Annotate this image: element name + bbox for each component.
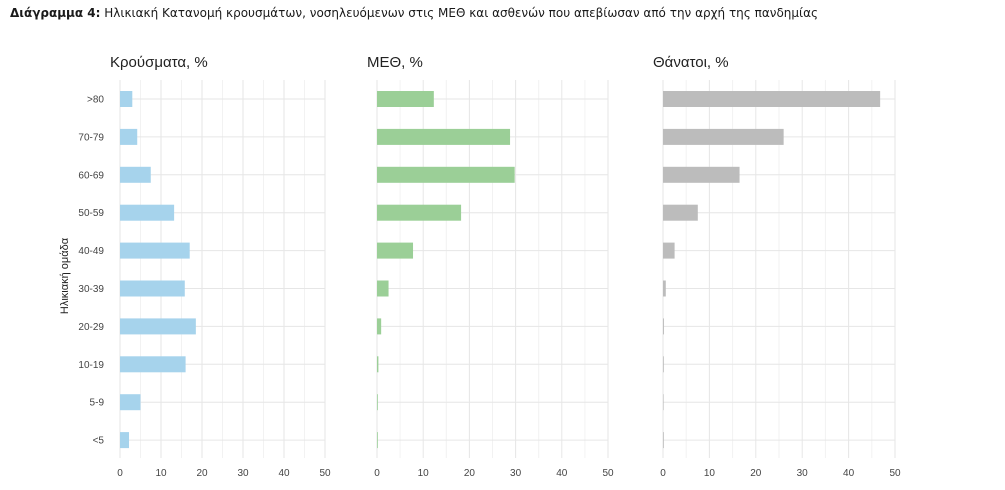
x-tick-label: 20: [196, 468, 208, 479]
x-tick-label: 30: [510, 468, 522, 479]
x-tick-label: 20: [750, 468, 762, 479]
y-tick-label: 60-69: [78, 170, 104, 181]
chart-caption: Διάγραμμα 4: Ηλικιακή Κατανομή κρουσμάτω…: [10, 6, 818, 20]
x-tick-label: 10: [155, 468, 167, 479]
bar-50-59: [663, 204, 698, 221]
bar-40-49: [663, 242, 675, 259]
panel-title: ΜΕΘ, %: [367, 54, 423, 71]
x-tick-label: 0: [117, 468, 123, 479]
x-tick-label: 30: [797, 468, 809, 479]
y-tick-label: 50-59: [78, 208, 104, 219]
bar-70-79: [377, 128, 511, 145]
bar-20-29: [377, 318, 382, 335]
bar-<5: [377, 432, 378, 449]
bar->80: [377, 91, 434, 107]
bar-40-49: [377, 242, 414, 259]
bar-50-59: [377, 204, 462, 221]
panel-title: Θάνατοι, %: [653, 54, 729, 71]
bar-70-79: [663, 128, 784, 145]
bar-60-69: [120, 166, 151, 183]
y-tick-label: >80: [87, 95, 104, 106]
bar-30-39: [120, 280, 185, 297]
x-tick-label: 50: [602, 468, 614, 479]
y-tick-label: <5: [93, 436, 105, 447]
x-tick-label: 30: [237, 468, 249, 479]
y-axis-title: Ηλικιακή ομάδα: [59, 237, 71, 314]
bar-5-9: [377, 394, 378, 411]
bar->80: [663, 91, 881, 107]
panel-3: 0 10 20 30 40 50 Θάνατοι, %: [653, 54, 901, 479]
bar-20-29: [120, 318, 196, 335]
x-tick-label: 50: [319, 468, 331, 479]
x-tick-label: 50: [889, 468, 901, 479]
panels-group: 0 10 20 30 40 50 Κρούσματα, % 0 10 20 30 40 50 ΜΕΘ, %…: [78, 54, 901, 479]
y-tick-label: 5-9: [90, 398, 105, 409]
x-tick-label: 10: [704, 468, 716, 479]
x-tick-label: 20: [464, 468, 476, 479]
bar-<5: [120, 432, 130, 449]
bar-5-9: [120, 394, 141, 411]
panel-2: 0 10 20 30 40 50 ΜΕΘ, %: [367, 54, 614, 479]
bar-60-69: [377, 166, 515, 183]
x-tick-label: 40: [556, 468, 568, 479]
bar-5-9: [663, 394, 664, 411]
bar-40-49: [120, 242, 190, 259]
x-tick-label: 0: [660, 468, 666, 479]
y-tick-label: 70-79: [78, 132, 104, 143]
caption-label: Διάγραμμα 4:: [10, 6, 101, 20]
bar->80: [120, 91, 133, 107]
bar-10-19: [377, 356, 379, 373]
x-tick-label: 0: [374, 468, 380, 479]
y-tick-label: 10-19: [78, 360, 104, 371]
x-tick-label: 40: [843, 468, 855, 479]
bar-70-79: [120, 128, 138, 145]
bar-30-39: [663, 280, 666, 297]
y-tick-label: 20-29: [78, 322, 104, 333]
bar-30-39: [377, 280, 389, 297]
x-tick-label: 10: [418, 468, 430, 479]
bar-60-69: [663, 166, 740, 183]
panel-1: 0 10 20 30 40 50 Κρούσματα, %: [110, 54, 331, 479]
bar-10-19: [663, 356, 664, 373]
bar-<5: [663, 432, 664, 449]
x-tick-label: 40: [278, 468, 290, 479]
y-tick-label: 30-39: [78, 284, 104, 295]
bar-20-29: [663, 318, 664, 335]
y-tick-label: 40-49: [78, 246, 104, 257]
caption-text: Ηλικιακή Κατανομή κρουσμάτων, νοσηλευόμε…: [104, 6, 819, 20]
bar-10-19: [120, 356, 186, 373]
panel-title: Κρούσματα, %: [110, 54, 208, 71]
bar-50-59: [120, 204, 175, 221]
